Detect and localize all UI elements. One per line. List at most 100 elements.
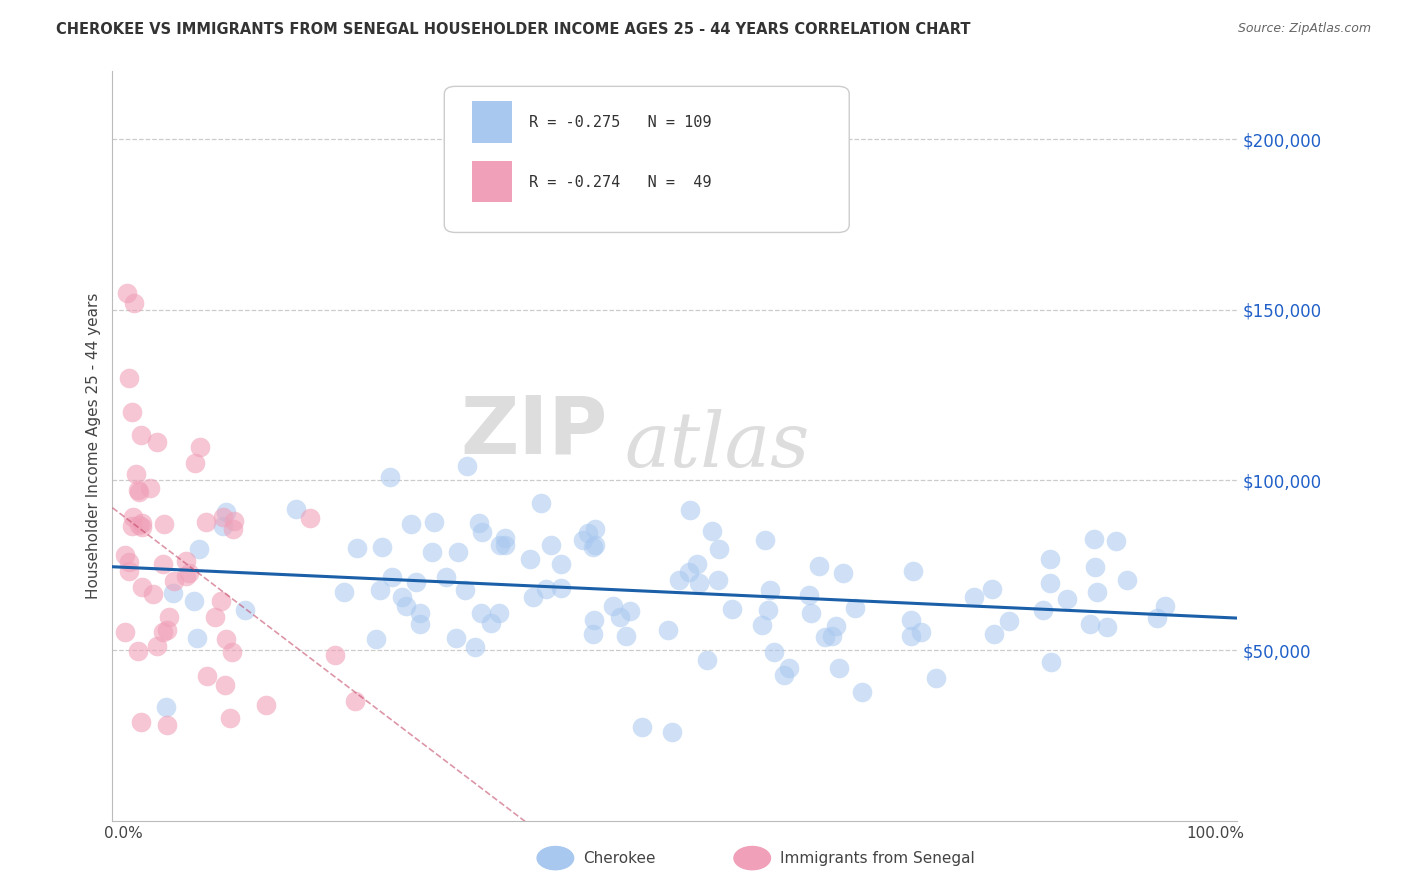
Point (808, 559, 831, 574)
Point (409, 606, 432, 620)
FancyBboxPatch shape (472, 102, 512, 143)
Point (131, 520, 153, 534)
Point (155, 699, 177, 714)
Point (686, 558, 709, 572)
Point (668, 573, 690, 587)
Point (422, 515, 444, 529)
Point (254, 698, 277, 712)
Point (1083, 532, 1105, 546)
Point (214, 678, 236, 692)
Point (464, 640, 486, 655)
Text: Immigrants from Senegal: Immigrants from Senegal (780, 851, 976, 865)
Point (1116, 573, 1139, 587)
Point (619, 604, 641, 618)
Point (380, 570, 402, 584)
Point (522, 590, 544, 604)
Point (224, 514, 246, 528)
Point (609, 609, 631, 624)
Point (394, 599, 416, 614)
Point (536, 582, 558, 596)
Point (1040, 655, 1063, 669)
Point (146, 639, 169, 653)
Point (118, 371, 141, 385)
Point (530, 496, 553, 510)
Point (409, 616, 432, 631)
Text: ZIP: ZIP (460, 392, 607, 470)
Point (540, 538, 562, 552)
Point (371, 540, 394, 554)
Point (146, 435, 169, 450)
Point (118, 564, 141, 578)
Point (184, 456, 207, 470)
Point (121, 405, 143, 419)
Point (721, 602, 744, 616)
Point (129, 427, 152, 442)
Point (1087, 585, 1109, 599)
Point (821, 629, 844, 643)
Point (494, 531, 516, 545)
Point (454, 582, 477, 597)
Point (128, 484, 150, 499)
Point (195, 515, 218, 529)
Point (179, 566, 201, 581)
Point (183, 594, 205, 608)
Point (156, 623, 179, 637)
Text: R = -0.274   N =  49: R = -0.274 N = 49 (529, 175, 711, 190)
Point (447, 545, 470, 559)
Point (754, 533, 776, 547)
Point (661, 724, 683, 739)
Point (778, 661, 800, 675)
FancyBboxPatch shape (444, 87, 849, 233)
Point (707, 542, 730, 557)
Point (828, 661, 851, 675)
Point (851, 685, 873, 699)
Point (1056, 591, 1078, 606)
Point (221, 645, 243, 659)
Point (1146, 611, 1168, 625)
Point (688, 575, 710, 590)
Point (215, 632, 238, 646)
Point (127, 483, 149, 498)
Point (489, 538, 512, 552)
Point (471, 524, 494, 539)
Point (156, 718, 179, 732)
Point (901, 565, 924, 579)
Point (1080, 616, 1102, 631)
Point (797, 588, 820, 602)
Point (131, 516, 153, 531)
Point (127, 644, 149, 658)
Point (446, 631, 468, 645)
Point (163, 574, 186, 589)
Point (204, 609, 226, 624)
Point (998, 614, 1021, 628)
Point (195, 669, 218, 683)
Point (188, 542, 211, 557)
Point (115, 285, 138, 300)
Point (844, 600, 866, 615)
Point (380, 470, 402, 484)
Point (825, 619, 848, 633)
Point (571, 533, 593, 547)
Point (494, 538, 516, 552)
Point (772, 668, 794, 682)
Point (583, 538, 606, 552)
Point (174, 553, 197, 567)
Point (582, 627, 605, 641)
Point (488, 607, 510, 621)
Text: Source: ZipAtlas.com: Source: ZipAtlas.com (1237, 22, 1371, 36)
Point (758, 583, 780, 598)
Point (1105, 534, 1128, 549)
Point (125, 467, 148, 481)
Point (124, 296, 146, 310)
Point (153, 517, 176, 532)
Point (139, 481, 162, 495)
Point (756, 603, 779, 617)
Point (696, 653, 718, 667)
Point (219, 711, 242, 725)
Point (470, 607, 492, 621)
Point (118, 555, 141, 569)
Point (983, 627, 1005, 641)
Point (900, 614, 922, 628)
Point (176, 569, 198, 583)
Text: R = -0.275   N = 109: R = -0.275 N = 109 (529, 115, 711, 130)
